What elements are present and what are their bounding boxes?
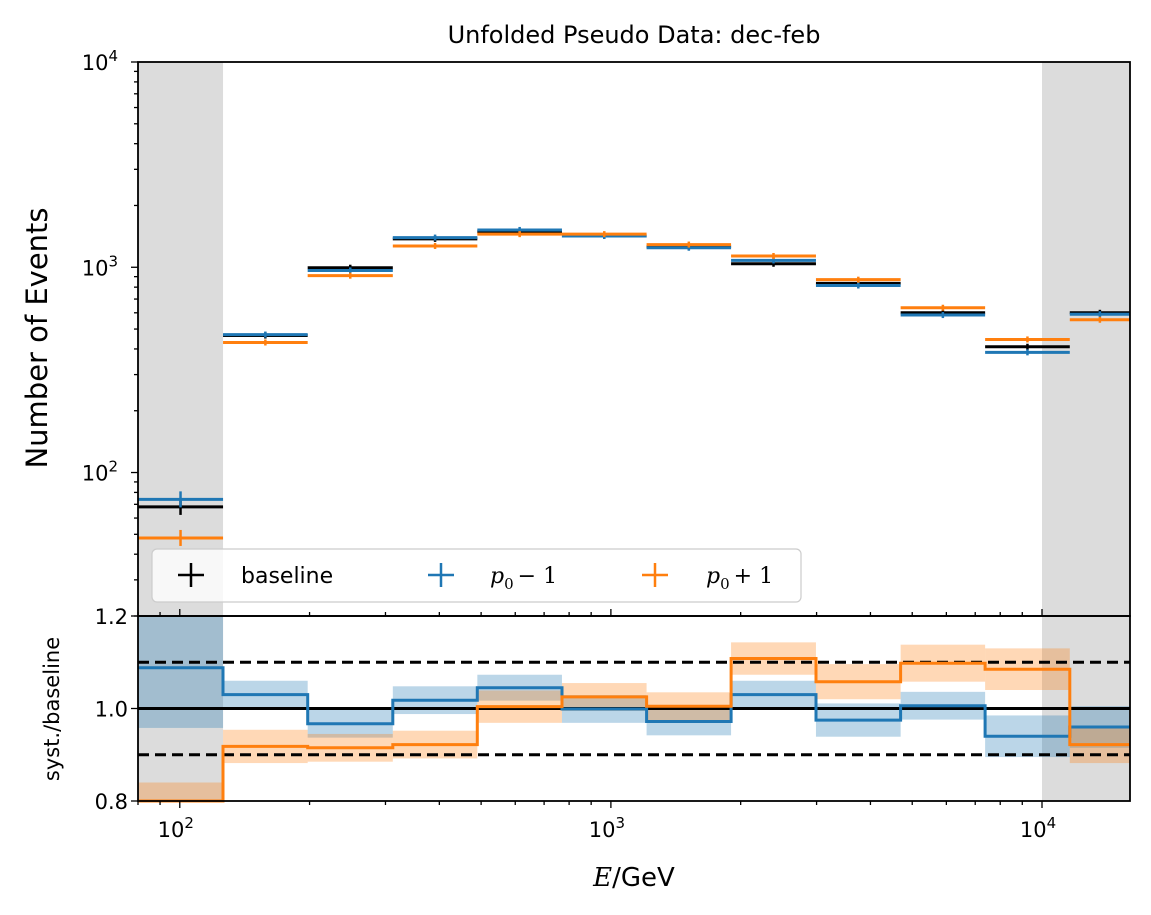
legend: baseline p0− 1 p0 + 1 (151, 548, 802, 603)
legend-label-baseline: baseline (241, 564, 333, 589)
legend-label-minus: p0− 1 (490, 564, 557, 593)
ratio-y-tick-label-1: 1.0 (95, 698, 128, 722)
ratio-step-series-0 (138, 666, 1130, 738)
main-y-tick-label-2: 104 (82, 47, 118, 75)
x-tick-label-0: 102 (158, 814, 194, 842)
main-data-marks (138, 226, 1130, 546)
ratio-step-series-1 (138, 657, 1130, 803)
main-axes-frame (137, 61, 1131, 617)
ratio-band-series0-bin0 (138, 616, 224, 728)
ratio-y-tick-label-0: 0.8 (95, 790, 128, 814)
ratio-band-series1-bin0 (138, 782, 224, 801)
legend-label-plus: p0 + 1 (706, 564, 773, 593)
x-tick-label-1: 103 (589, 814, 625, 842)
legend-box (151, 548, 802, 603)
ratio-y-tick-label-2: 1.2 (95, 605, 128, 629)
legend-marker-plus (642, 563, 668, 587)
main-y-tick-label-0: 102 (82, 458, 118, 486)
axes: 102 103 104 102 103 104 0.8 1.0 1.2 (82, 47, 1131, 842)
chart-title: Unfolded Pseudo Data: dec-feb (448, 21, 821, 49)
shaded-region-main-0 (138, 62, 224, 616)
main-shaded-regions (138, 62, 1130, 616)
ratio-step-lines (138, 657, 1130, 803)
x-tick-label-2: 104 (1020, 814, 1056, 842)
y-axis-label-ratio: syst./baseline (40, 637, 64, 781)
legend-marker-minus (428, 563, 454, 587)
legend-marker-baseline (178, 563, 204, 587)
x-axis-label: E/GeV (592, 863, 675, 893)
y-axis-label-main: Number of Events (20, 207, 54, 468)
main-y-tick-label-1: 103 (82, 252, 118, 280)
